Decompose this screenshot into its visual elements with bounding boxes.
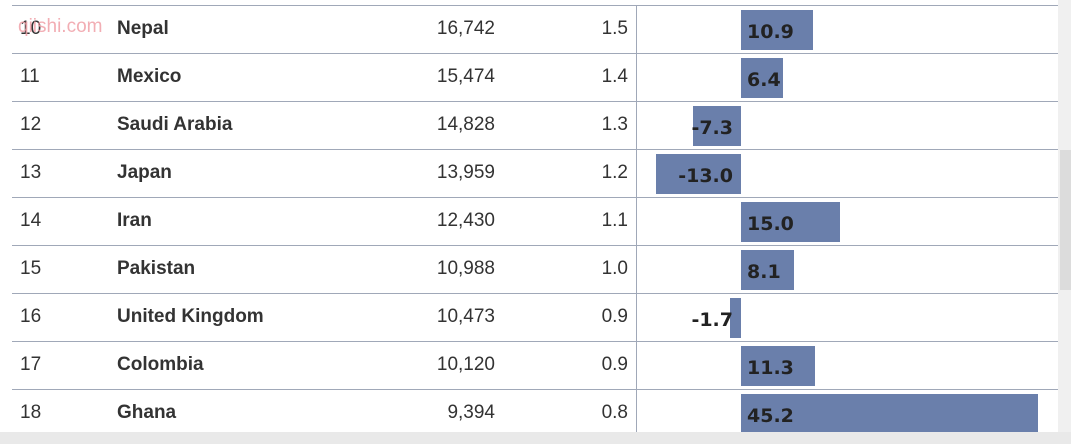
- country-cell: Ghana: [117, 402, 177, 423]
- column-divider: [636, 246, 637, 294]
- growth-label: 15.0: [747, 213, 794, 235]
- rank-cell: 16: [20, 306, 42, 327]
- growth-bar: [741, 58, 784, 98]
- column-divider: [636, 294, 637, 342]
- share-cell: 1.3: [601, 114, 628, 135]
- table-row: 11 Mexico 15,474 1.4 6.4: [12, 53, 1058, 102]
- table-row: 14 Iran 12,430 1.1 15.0: [12, 197, 1058, 246]
- value-cell: 10,988: [436, 258, 495, 279]
- scrollbar[interactable]: [1060, 150, 1071, 290]
- rank-cell: 17: [20, 354, 42, 375]
- country-cell: Saudi Arabia: [117, 114, 233, 135]
- rank-cell: 11: [20, 66, 40, 87]
- growth-bar: [741, 250, 795, 290]
- country-cell: Japan: [117, 162, 172, 183]
- country-cell: United Kingdom: [117, 306, 264, 327]
- column-divider: [636, 54, 637, 102]
- value-cell: 13,959: [436, 162, 495, 183]
- column-divider: [636, 150, 637, 198]
- value-cell: 10,473: [436, 306, 495, 327]
- column-divider: [636, 6, 637, 54]
- value-cell: 9,394: [447, 402, 495, 423]
- country-cell: Pakistan: [117, 258, 196, 279]
- watermark: qiishi.com: [18, 16, 103, 37]
- rank-cell: 13: [20, 162, 42, 183]
- rank-cell: 14: [20, 210, 42, 231]
- value-cell: 16,742: [436, 18, 495, 39]
- value-cell: 15,474: [436, 66, 495, 87]
- share-cell: 1.4: [601, 66, 628, 87]
- value-cell: 14,828: [436, 114, 495, 135]
- column-divider: [636, 342, 637, 390]
- growth-bar: [741, 202, 840, 242]
- rank-cell: 18: [20, 402, 42, 423]
- country-cell: Iran: [117, 210, 152, 231]
- table-row: 17 Colombia 10,120 0.9 11.3: [12, 341, 1058, 390]
- table-row: 18 Ghana 9,394 0.8 45.2: [12, 389, 1058, 438]
- rank-cell: 15: [20, 258, 42, 279]
- country-cell: Mexico: [117, 66, 182, 87]
- growth-bar: [741, 394, 1038, 434]
- table-row: 15 Pakistan 10,988 1.0 8.1: [12, 245, 1058, 294]
- growth-label: -13.0: [678, 165, 733, 187]
- share-cell: 0.9: [601, 354, 628, 375]
- value-cell: 10,120: [436, 354, 495, 375]
- country-cell: Nepal: [117, 18, 169, 39]
- column-divider: [636, 390, 637, 438]
- growth-label: -7.3: [691, 117, 733, 139]
- table-row: 10 Nepal 16,742 1.5 10.9: [12, 5, 1058, 54]
- bottom-gutter: [0, 432, 1071, 444]
- growth-bar: [655, 154, 741, 194]
- growth-label: 6.4: [747, 69, 781, 91]
- share-cell: 1.0: [601, 258, 628, 279]
- column-divider: [636, 198, 637, 246]
- growth-label: 11.3: [747, 357, 794, 379]
- table-row: 12 Saudi Arabia 14,828 1.3 -7.3: [12, 101, 1058, 150]
- country-cell: Colombia: [117, 354, 204, 375]
- table-row: 16 United Kingdom 10,473 0.9 -1.7: [12, 293, 1058, 342]
- growth-label: 45.2: [747, 405, 794, 427]
- share-cell: 0.8: [601, 402, 628, 423]
- share-cell: 0.9: [601, 306, 628, 327]
- share-cell: 1.2: [601, 162, 628, 183]
- share-cell: 1.1: [601, 210, 628, 231]
- share-cell: 1.5: [601, 18, 628, 39]
- rank-cell: 10: [20, 18, 42, 39]
- growth-bar: [741, 10, 813, 50]
- table-row: 13 Japan 13,959 1.2 -13.0: [12, 149, 1058, 198]
- growth-label: 8.1: [747, 261, 781, 283]
- growth-label: -1.7: [691, 309, 733, 331]
- growth-bar: [741, 346, 816, 386]
- rank-cell: 12: [20, 114, 42, 135]
- growth-label: 10.9: [747, 21, 794, 43]
- column-divider: [636, 102, 637, 150]
- growth-bar: [729, 298, 741, 338]
- value-cell: 12,430: [436, 210, 495, 231]
- growth-bar: [693, 106, 741, 146]
